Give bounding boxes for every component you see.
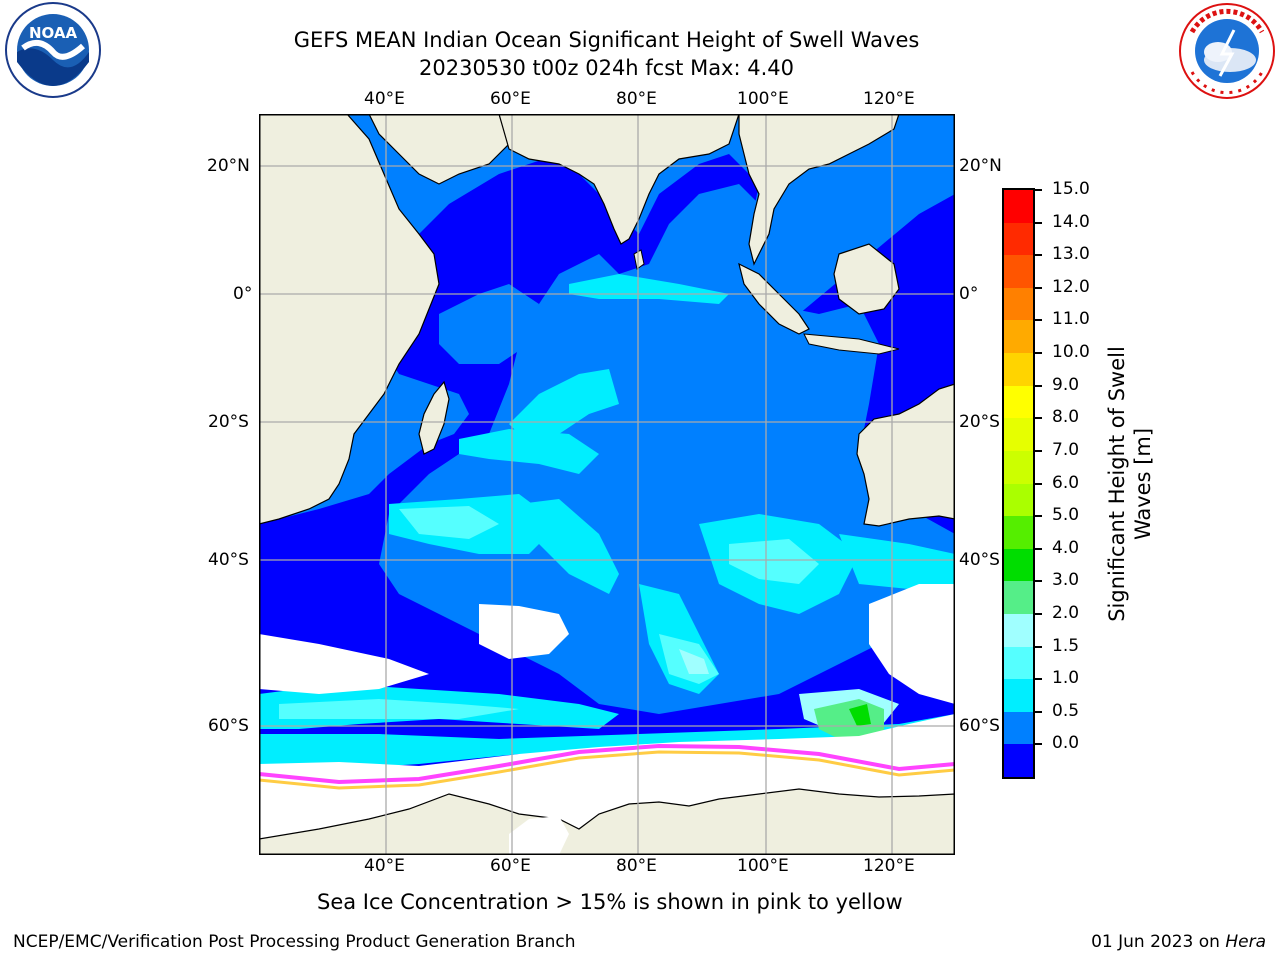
land-se-asia bbox=[738, 114, 900, 266]
land-australia bbox=[856, 383, 955, 527]
colorbar-tick-label: 13.0 bbox=[1052, 244, 1090, 265]
colorbar-swatch bbox=[1004, 418, 1033, 452]
colorbar-tick-mark bbox=[1035, 612, 1042, 615]
land-borneo bbox=[833, 243, 900, 315]
colorbar-tick-label: 15.0 bbox=[1052, 179, 1090, 199]
land-antarctica bbox=[259, 788, 955, 855]
colorbar-tick-label: 5.0 bbox=[1052, 505, 1080, 526]
colorbar-tick-label: 14.0 bbox=[1052, 211, 1090, 232]
lat-label-left: 40°S bbox=[208, 550, 249, 570]
lat-label-right: 20°S bbox=[959, 412, 1000, 432]
colorbar-swatch bbox=[1004, 222, 1033, 256]
colorbar-tick-mark bbox=[1035, 678, 1042, 681]
colorbar-tick-label: 0.0 bbox=[1052, 733, 1080, 754]
colorbar-swatch bbox=[1004, 744, 1033, 778]
swell-1-15-band bbox=[509, 369, 619, 444]
colorbar-swatch bbox=[1004, 548, 1033, 582]
colorbar-swatch bbox=[1004, 320, 1033, 354]
sea-ice-edge bbox=[259, 743, 955, 785]
colorbar-tick-label: 10.0 bbox=[1052, 342, 1090, 363]
colorbar-tick-mark bbox=[1035, 286, 1042, 289]
colorbar-swatch bbox=[1004, 287, 1033, 321]
colorbar-tick-mark bbox=[1035, 189, 1042, 191]
footer-date: 01 Jun 2023 on Hera bbox=[1091, 932, 1266, 952]
colorbar-swatch bbox=[1004, 255, 1033, 289]
lon-label-top: 60°E bbox=[490, 89, 531, 109]
colorbar-tick-mark bbox=[1035, 449, 1042, 452]
colorbar-tick-label: 8.0 bbox=[1052, 407, 1080, 428]
colorbar-swatch bbox=[1004, 613, 1033, 648]
colorbar-tick-mark bbox=[1035, 384, 1042, 387]
colorbar-swatch bbox=[1004, 581, 1033, 615]
sea-ice-caption: Sea Ice Concentration > 15% is shown in … bbox=[317, 890, 903, 914]
lat-label-right: 40°S bbox=[959, 550, 1000, 570]
colorbar-swatch bbox=[1004, 516, 1033, 550]
colorbar-tick-mark bbox=[1035, 515, 1042, 518]
lat-label-right: 60°S bbox=[959, 716, 1000, 736]
land-india bbox=[498, 114, 740, 245]
lat-label-right: 0° bbox=[959, 284, 979, 304]
swell-2-3-band bbox=[679, 649, 709, 674]
colorbar-tick-mark bbox=[1035, 645, 1042, 648]
colorbar-tick-mark bbox=[1035, 319, 1042, 322]
colorbar-label-line2: Waves [m] bbox=[1131, 427, 1155, 541]
colorbar-tick-mark bbox=[1035, 352, 1042, 355]
lon-label-top: 120°E bbox=[863, 89, 915, 109]
colorbar-tick-mark bbox=[1035, 580, 1042, 583]
lat-label-left: 0° bbox=[233, 284, 253, 304]
lat-label-right: 20°N bbox=[959, 156, 1002, 176]
colorbar-tick-mark bbox=[1035, 710, 1042, 713]
noaa-logo-text: NOAA bbox=[29, 24, 78, 42]
colorbar-swatch bbox=[1004, 646, 1033, 680]
colorbar-tick-mark bbox=[1035, 221, 1042, 224]
colorbar-swatch bbox=[1004, 353, 1033, 387]
colorbar-tick-label: 1.5 bbox=[1052, 635, 1080, 656]
colorbar-tick-label: 11.0 bbox=[1052, 309, 1090, 330]
swell-4-5-patch bbox=[849, 704, 871, 726]
footer-date-text: 01 Jun 2023 on bbox=[1091, 932, 1226, 952]
colorbar-swatch bbox=[1004, 385, 1033, 419]
colorbar-swatch bbox=[1004, 450, 1033, 484]
colorbar-tick-mark bbox=[1035, 547, 1042, 550]
ocean-map bbox=[259, 114, 955, 855]
colorbar-tick-label: 1.0 bbox=[1052, 668, 1080, 689]
colorbar-tick-label: 3.0 bbox=[1052, 570, 1080, 591]
colorbar-tick-mark bbox=[1035, 482, 1042, 485]
lat-label-left: 60°S bbox=[208, 716, 249, 736]
colorbar-tick-label: 12.0 bbox=[1052, 276, 1090, 297]
colorbar-swatch bbox=[1004, 679, 1033, 713]
lon-label-bottom: 40°E bbox=[364, 856, 405, 876]
lon-label-top: 40°E bbox=[364, 89, 405, 109]
lon-label-bottom: 120°E bbox=[863, 856, 915, 876]
colorbar bbox=[1002, 188, 1035, 779]
chart-subtitle: 20230530 t00z 024h fcst Max: 4.40 bbox=[419, 56, 794, 80]
colorbar-tick-label: 6.0 bbox=[1052, 472, 1080, 493]
nws-logo bbox=[1178, 2, 1276, 100]
colorbar-swatch bbox=[1004, 483, 1033, 517]
colorbar-tick-mark bbox=[1035, 254, 1042, 257]
noaa-logo: NOAA bbox=[5, 2, 101, 98]
lon-label-top: 80°E bbox=[616, 89, 657, 109]
chart-title: GEFS MEAN Indian Ocean Significant Heigh… bbox=[293, 28, 920, 52]
lat-label-left: 20°S bbox=[208, 412, 249, 432]
lon-label-bottom: 60°E bbox=[490, 856, 531, 876]
colorbar-tick-label: 0.5 bbox=[1052, 700, 1080, 721]
colorbar-swatch bbox=[1004, 711, 1033, 745]
colorbar-tick-label: 4.0 bbox=[1052, 537, 1080, 558]
colorbar-tick-mark bbox=[1035, 743, 1042, 746]
colorbar-tick-mark bbox=[1035, 417, 1042, 420]
lon-label-top: 100°E bbox=[737, 89, 789, 109]
colorbar-tick-label: 2.0 bbox=[1052, 602, 1080, 623]
lat-label-left: 20°N bbox=[207, 156, 250, 176]
colorbar-label-line1: Significant Height of Swell bbox=[1105, 346, 1129, 622]
land-madagascar bbox=[418, 380, 450, 455]
lon-label-bottom: 80°E bbox=[616, 856, 657, 876]
footer-branch: NCEP/EMC/Verification Post Processing Pr… bbox=[13, 932, 576, 952]
colorbar-tick-label: 7.0 bbox=[1052, 439, 1080, 460]
map-frame bbox=[259, 114, 955, 855]
footer-host: Hera bbox=[1225, 932, 1266, 952]
colorbar-swatch bbox=[1004, 190, 1033, 224]
colorbar-tick-label: 9.0 bbox=[1052, 374, 1080, 395]
lon-label-bottom: 100°E bbox=[737, 856, 789, 876]
